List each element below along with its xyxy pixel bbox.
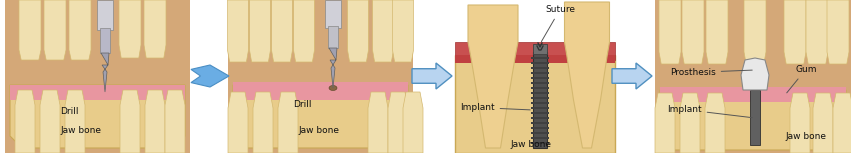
Polygon shape bbox=[827, 0, 849, 64]
Bar bbox=[531, 112, 549, 114]
Bar bbox=[533, 44, 547, 54]
Bar bbox=[531, 107, 549, 109]
Polygon shape bbox=[468, 5, 518, 148]
Polygon shape bbox=[101, 53, 109, 92]
Text: Jaw bone: Jaw bone bbox=[60, 126, 101, 135]
Polygon shape bbox=[191, 65, 229, 87]
Polygon shape bbox=[233, 85, 408, 148]
Polygon shape bbox=[388, 92, 408, 153]
Bar bbox=[328, 26, 338, 48]
Polygon shape bbox=[228, 92, 248, 153]
Polygon shape bbox=[40, 90, 60, 153]
Polygon shape bbox=[368, 92, 388, 153]
Polygon shape bbox=[165, 90, 185, 153]
Bar bbox=[100, 28, 110, 53]
Polygon shape bbox=[329, 48, 337, 88]
Polygon shape bbox=[271, 0, 293, 62]
Polygon shape bbox=[44, 0, 66, 60]
Polygon shape bbox=[705, 93, 725, 153]
Polygon shape bbox=[228, 0, 413, 153]
Polygon shape bbox=[373, 0, 393, 62]
Bar bbox=[531, 67, 549, 69]
Polygon shape bbox=[294, 0, 315, 62]
Polygon shape bbox=[806, 0, 828, 64]
Bar bbox=[531, 142, 549, 144]
Bar bbox=[325, 0, 341, 28]
Ellipse shape bbox=[329, 86, 337, 91]
Polygon shape bbox=[119, 0, 141, 58]
Bar bbox=[531, 72, 549, 74]
Bar bbox=[455, 55, 615, 153]
Polygon shape bbox=[833, 93, 851, 153]
Polygon shape bbox=[5, 0, 190, 153]
Text: Gum: Gum bbox=[787, 65, 816, 93]
Bar bbox=[531, 82, 549, 84]
Text: Drill: Drill bbox=[60, 107, 78, 116]
Bar bbox=[531, 92, 549, 94]
Polygon shape bbox=[69, 0, 91, 60]
Polygon shape bbox=[741, 58, 769, 90]
Polygon shape bbox=[120, 90, 140, 153]
Polygon shape bbox=[10, 85, 185, 148]
Polygon shape bbox=[233, 82, 408, 100]
Text: Drill: Drill bbox=[293, 100, 311, 109]
Bar bbox=[531, 122, 549, 124]
Polygon shape bbox=[249, 0, 271, 62]
Polygon shape bbox=[790, 93, 810, 153]
Text: Implant: Implant bbox=[667, 105, 752, 118]
Bar bbox=[533, 52, 547, 148]
Bar bbox=[531, 137, 549, 139]
Polygon shape bbox=[682, 0, 704, 64]
Polygon shape bbox=[144, 0, 166, 58]
Polygon shape bbox=[655, 0, 851, 153]
Text: Implant: Implant bbox=[460, 103, 530, 112]
Polygon shape bbox=[253, 92, 273, 153]
Polygon shape bbox=[660, 87, 846, 102]
Bar bbox=[531, 77, 549, 79]
Polygon shape bbox=[412, 63, 452, 89]
Polygon shape bbox=[15, 90, 35, 153]
Bar bbox=[531, 97, 549, 99]
Polygon shape bbox=[813, 93, 833, 153]
Bar bbox=[531, 102, 549, 104]
Polygon shape bbox=[784, 0, 806, 64]
Bar bbox=[531, 117, 549, 119]
Polygon shape bbox=[19, 0, 41, 60]
Text: Jaw bone: Jaw bone bbox=[510, 140, 551, 149]
Polygon shape bbox=[227, 0, 248, 62]
Polygon shape bbox=[392, 0, 414, 62]
Polygon shape bbox=[680, 93, 700, 153]
Polygon shape bbox=[347, 0, 368, 62]
Bar bbox=[531, 87, 549, 89]
Polygon shape bbox=[65, 90, 85, 153]
Polygon shape bbox=[403, 92, 423, 153]
Bar bbox=[531, 132, 549, 134]
Polygon shape bbox=[278, 92, 298, 153]
Polygon shape bbox=[744, 0, 766, 64]
Bar bbox=[455, 55, 615, 63]
Bar bbox=[750, 90, 760, 145]
Text: Suture: Suture bbox=[541, 5, 575, 42]
Polygon shape bbox=[564, 2, 609, 148]
Text: Jaw bone: Jaw bone bbox=[785, 132, 826, 141]
Bar bbox=[455, 42, 615, 60]
Polygon shape bbox=[659, 0, 681, 64]
Polygon shape bbox=[660, 90, 846, 150]
Bar bbox=[531, 127, 549, 129]
Polygon shape bbox=[10, 85, 185, 100]
Text: Prosthesis: Prosthesis bbox=[670, 68, 752, 77]
Bar bbox=[531, 62, 549, 64]
Polygon shape bbox=[145, 90, 165, 153]
Bar bbox=[97, 0, 113, 30]
Polygon shape bbox=[612, 63, 652, 89]
Polygon shape bbox=[655, 93, 675, 153]
Bar bbox=[531, 57, 549, 59]
Polygon shape bbox=[706, 0, 728, 64]
Text: Jaw bone: Jaw bone bbox=[298, 126, 339, 135]
